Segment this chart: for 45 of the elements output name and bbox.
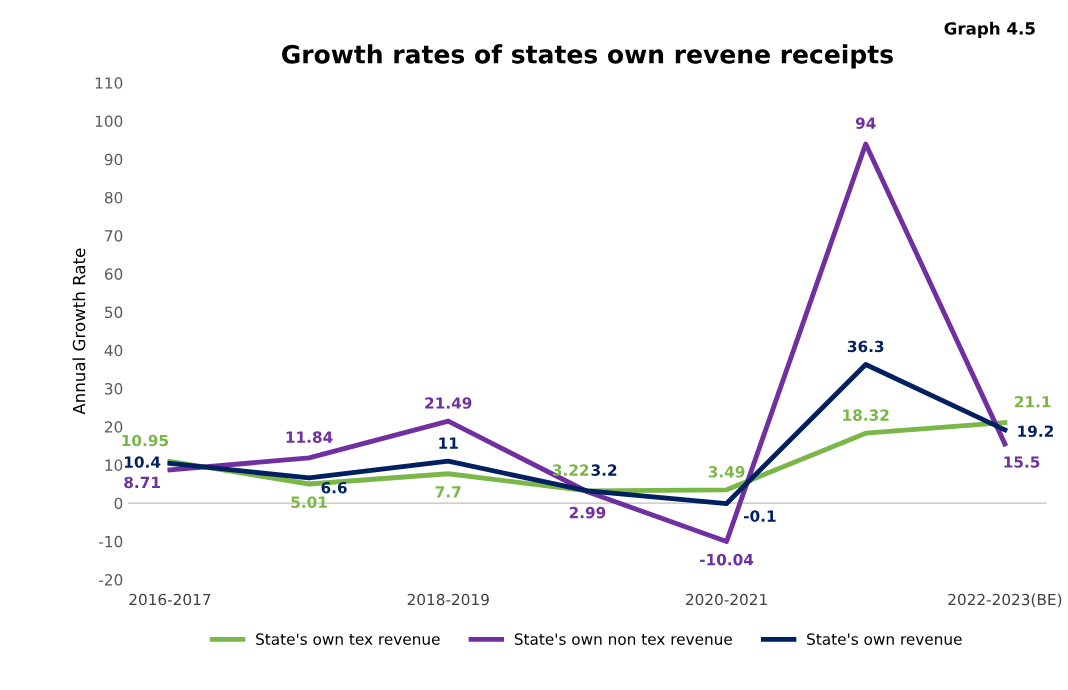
- y-tick-label: -20: [99, 574, 123, 586]
- y-tick-label: 40: [104, 344, 123, 357]
- legend-label: State's own revenue: [807, 633, 962, 645]
- x-tick-label: 2016-2017: [129, 593, 211, 606]
- x-tick-label: 2022-2023(BE): [948, 593, 1062, 608]
- data-label: 3.22: [552, 464, 589, 476]
- y-tick-label: 60: [104, 268, 123, 280]
- y-tick-label: 10: [105, 459, 123, 471]
- caption: Graph 4.5: [944, 21, 1035, 38]
- y-tick-label: 70: [105, 230, 123, 242]
- legend-label: State's own non tex revenue: [514, 633, 732, 645]
- x-tick-label: 2018-2019: [407, 593, 489, 606]
- y-tick-label: 80: [104, 191, 123, 204]
- data-label: 7.7: [435, 486, 461, 498]
- data-label: 2.99: [569, 506, 606, 519]
- y-tick-label: 20: [104, 421, 123, 433]
- data-label: 3.2: [591, 464, 617, 476]
- y-tick-label: -10: [99, 535, 123, 548]
- data-label: 6.6: [321, 481, 347, 494]
- data-label: 19.2: [1018, 425, 1053, 438]
- data-label: 21.49: [425, 397, 472, 409]
- data-label: -10.04: [700, 553, 754, 566]
- data-label: 8.71: [124, 476, 160, 489]
- y-tick-label: 110: [95, 77, 123, 89]
- data-label: 11: [439, 437, 458, 449]
- data-label: 3.49: [708, 466, 745, 478]
- y-tick-label: 50: [105, 306, 123, 319]
- data-label: 5.01: [291, 496, 327, 508]
- data-label: 18.32: [843, 409, 889, 421]
- data-label: 36.3: [847, 340, 884, 353]
- legend-label: State's own tex revenue: [256, 633, 440, 645]
- data-label: 21.1: [1015, 395, 1051, 408]
- y-tick-label: 30: [105, 382, 123, 395]
- y-tick-label: 90: [104, 153, 123, 166]
- y-tick-label: 100: [95, 115, 123, 128]
- data-label: 11.84: [286, 431, 333, 443]
- y-tick-label: 0: [114, 497, 123, 510]
- chart-title: Growth rates of states own revene receipts: [281, 44, 893, 69]
- data-label: -0.1: [744, 510, 776, 522]
- data-label: 15.5: [1004, 456, 1040, 468]
- data-label: 94: [855, 117, 876, 129]
- data-label: 10.4: [125, 456, 161, 468]
- data-label: 10.95: [122, 434, 169, 447]
- y-axis-title: Annual Growth Rate: [72, 248, 86, 415]
- x-tick-label: 2020-2021: [686, 593, 767, 606]
